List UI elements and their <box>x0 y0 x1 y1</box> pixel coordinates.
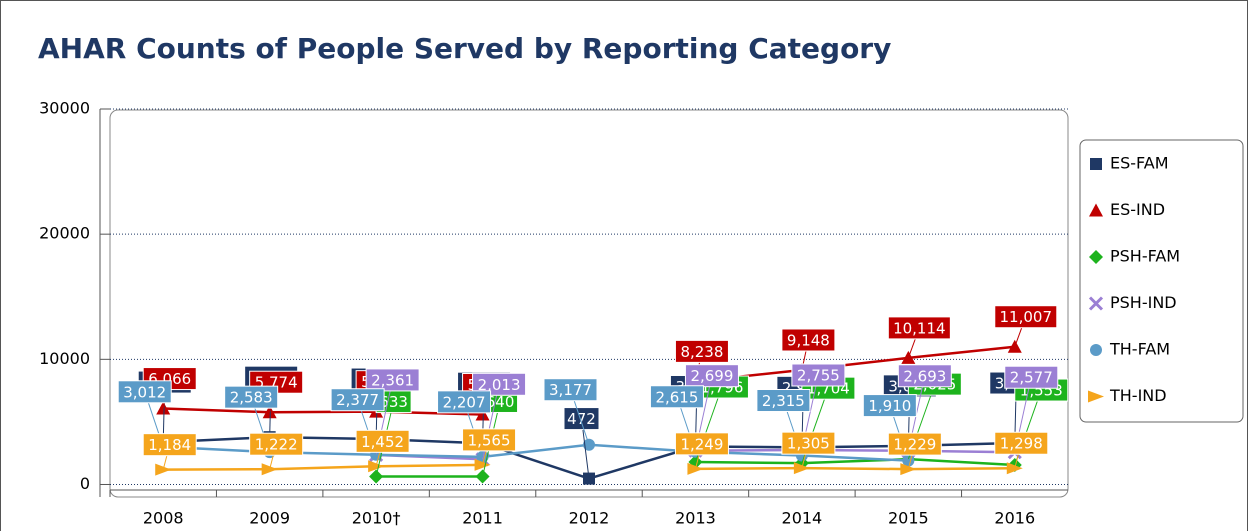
legend-label: TH-FAM <box>1109 340 1170 359</box>
label-box <box>781 328 836 352</box>
x-tick-label: 2015 <box>888 509 929 528</box>
label-box <box>781 431 836 455</box>
x-tick-label: 2008 <box>143 509 184 528</box>
label-box <box>887 316 951 340</box>
label-box <box>563 407 600 431</box>
legend-label: ES-FAM <box>1110 154 1169 173</box>
legend <box>1079 139 1244 423</box>
legend-label: TH-IND <box>1109 386 1167 405</box>
y-tick-label: 20000 <box>39 224 90 243</box>
data-label: 1,910 <box>868 397 911 415</box>
label-box <box>684 364 739 388</box>
legend-label: PSH-FAM <box>1110 247 1180 266</box>
y-tick-label: 10000 <box>39 349 90 368</box>
data-label: 640 <box>486 393 515 411</box>
label-box <box>472 372 527 396</box>
legend-label: ES-IND <box>1110 200 1165 219</box>
data-label: 2,577 <box>1010 369 1053 387</box>
marker <box>1089 250 1103 264</box>
data-label: 2,315 <box>762 392 805 410</box>
marker <box>1090 344 1102 356</box>
marker <box>1088 390 1104 403</box>
data-label: 1,229 <box>893 436 936 454</box>
label-box <box>330 388 385 412</box>
x-tick-label: 2009 <box>249 509 290 528</box>
data-label: 9,148 <box>787 331 830 349</box>
data-label: 2,207 <box>443 393 486 411</box>
series-line <box>376 457 1015 478</box>
label-box <box>994 305 1058 329</box>
chart-title: AHAR Counts of People Served by Reportin… <box>38 32 891 65</box>
label-box <box>897 364 952 388</box>
label-box <box>543 378 598 402</box>
label-box <box>355 429 410 453</box>
legend-items: ES-FAM ES-IND PSH-FAM PSH-IND TH-FAM TH-IND <box>1088 154 1180 405</box>
label-box <box>887 432 942 456</box>
data-label: 2,693 <box>903 367 946 385</box>
series-line <box>163 463 1015 471</box>
label-box <box>462 428 517 452</box>
data-label: 2,615 <box>655 388 698 406</box>
data-label: 2,361 <box>371 371 414 389</box>
data-labels: 3,3893,7813,6313,2994723,0352,9673,0853,… <box>117 305 1068 479</box>
y-tick-label: 0 <box>80 474 90 493</box>
label-box <box>674 432 729 456</box>
label-box <box>994 431 1049 455</box>
x-tick-label: 2011 <box>462 509 503 528</box>
data-label: 2,377 <box>336 391 379 409</box>
label-box <box>756 389 811 413</box>
x-tick-label: 2016 <box>994 509 1035 528</box>
data-label: 1,452 <box>361 433 404 451</box>
data-label: 1,184 <box>148 436 191 454</box>
label-box <box>117 380 172 404</box>
data-label: 2,013 <box>478 376 521 394</box>
data-label: 1,222 <box>255 436 298 454</box>
marker <box>1089 203 1103 217</box>
data-label: 1,249 <box>680 435 723 453</box>
x-tick-label: 2014 <box>782 509 823 528</box>
data-label: 2,699 <box>690 367 733 385</box>
label-box <box>437 390 492 414</box>
data-label: 10,114 <box>893 319 946 337</box>
label-box <box>674 339 729 363</box>
marker <box>1090 158 1102 170</box>
data-label: 2,583 <box>230 389 273 407</box>
data-label: 472 <box>567 410 596 428</box>
data-label: 3,177 <box>549 381 592 399</box>
x-tick-label: 2012 <box>569 509 610 528</box>
data-label: 1,565 <box>468 431 511 449</box>
data-label: 3,012 <box>123 383 166 401</box>
data-label: 8,238 <box>680 343 723 361</box>
axes: 0 10000 20000 30000 2008 2009 2010† 2011 2012 201… <box>39 99 1068 528</box>
label-box <box>862 394 917 418</box>
legend-label: PSH-IND <box>1110 293 1177 312</box>
data-label: 1,305 <box>787 435 830 453</box>
label-box <box>142 433 197 457</box>
label-box <box>365 368 420 392</box>
x-tick-label: 2013 <box>675 509 716 528</box>
data-label: 2,755 <box>797 367 840 385</box>
y-tick-label: 30000 <box>39 99 90 118</box>
label-box <box>1004 365 1059 389</box>
label-box <box>249 432 304 456</box>
data-label: 1,298 <box>1000 435 1043 453</box>
data-label: 11,007 <box>1000 308 1053 326</box>
label-box <box>649 385 704 409</box>
label-box <box>224 385 279 409</box>
marker <box>1088 296 1104 311</box>
x-tick-label: 2010† <box>352 509 401 528</box>
label-box <box>791 363 846 387</box>
